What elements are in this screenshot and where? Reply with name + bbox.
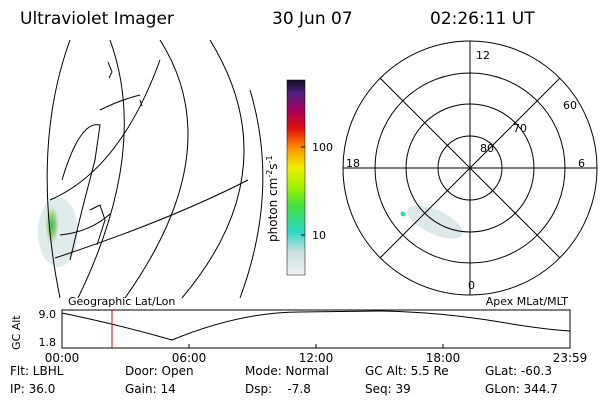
mlt-label: 18: [346, 157, 360, 170]
polar-plot: [342, 40, 598, 296]
footer-field: GLon: 344.7: [485, 382, 558, 396]
x-tick-label: 18:00: [426, 351, 461, 365]
altitude-ytick: 1.8: [39, 336, 57, 349]
footer-field: GLat: -60.3: [485, 364, 552, 378]
mlt-label: 0: [468, 279, 475, 292]
altitude-ytick: 9.0: [39, 308, 57, 321]
altitude-frame: [61, 309, 571, 349]
mlt-label: 12: [476, 49, 490, 62]
lat-label: 70: [513, 122, 527, 135]
geo-map: [38, 40, 264, 298]
left-title: Geographic Lat/Lon: [68, 295, 175, 308]
instrument: Ultraviolet Imager: [20, 9, 174, 29]
colorbar: [286, 79, 306, 276]
colorbar-tick-label: 10: [312, 229, 326, 242]
footer-field: Dsp: -7.8: [245, 382, 311, 396]
footer-field: Flt: LBHL: [10, 364, 64, 378]
footer-field: IP: 36.0: [10, 382, 55, 396]
altitude-ylabel: GC Alt: [10, 315, 23, 350]
date: 30 Jun 07: [272, 9, 353, 29]
altitude-curve: [61, 310, 571, 341]
footer-field: Door: Open: [125, 364, 194, 378]
colorbar-tick-label: 100: [312, 141, 333, 154]
mlt-label: 6: [578, 157, 585, 170]
x-tick-label: 06:00: [172, 351, 207, 365]
lat-label: 60: [563, 99, 577, 112]
x-tick-label: 00:00: [45, 351, 80, 365]
footer: Flt: LBHL Door: Open Mode: Normal GC Alt: 5…: [10, 364, 558, 396]
x-tick-label: 12:00: [299, 351, 334, 365]
time: 02:26:11 UT: [430, 9, 535, 29]
altitude-xticks: 00:00 06:00 12:00 18:00 23:59: [45, 344, 588, 365]
right-title: Apex MLat/MLT: [486, 295, 569, 308]
footer-field: Gain: 14: [125, 382, 176, 396]
colorbar-label: photon cm-2s-1: [265, 155, 280, 242]
footer-field: Mode: Normal: [245, 364, 329, 378]
footer-field: Seq: 39: [365, 382, 411, 396]
footer-field: GC Alt: 5.5 Re: [365, 364, 449, 378]
x-tick-label: 23:59: [553, 351, 588, 365]
lat-label: 80: [480, 142, 494, 155]
